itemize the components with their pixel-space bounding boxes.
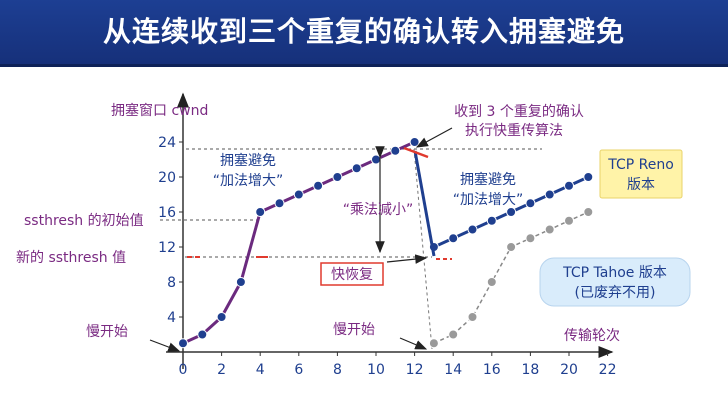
y-tick-label: 8 [167, 275, 176, 291]
slow-start-2-arrow [399, 337, 428, 350]
data-point [274, 198, 285, 209]
reno-drop-line [413, 150, 436, 257]
three-dup-line1: 收到 3 个重复的确认 [454, 103, 584, 120]
data-point [467, 312, 478, 322]
x-tick-label: 8 [333, 362, 342, 378]
slow-start-label-2: 慢开始 [333, 321, 375, 338]
fast-recovery-label: 快恢复 [331, 266, 373, 283]
fast-recovery-arrow [386, 254, 428, 264]
cong-avoid-2-line2: “加法增大” [453, 192, 524, 208]
y-tick-label: 4 [167, 310, 176, 326]
data-point [486, 277, 497, 287]
y-tick-label: 24 [158, 135, 176, 151]
y-axis-label: 拥塞窗口 cwnd [111, 102, 208, 119]
reno-version-line1: TCP Reno [607, 157, 674, 173]
data-point [525, 198, 536, 209]
y-tick-labels: 4 8 12 16 20 24 [158, 135, 183, 326]
x-tick-label: 10 [367, 362, 385, 378]
slow-start-1-arrow [149, 339, 181, 352]
reno-version-line2: 版本 [627, 177, 655, 193]
data-point [428, 338, 439, 349]
series-layer [178, 137, 594, 349]
x-tick-label: 6 [294, 362, 303, 378]
data-point [486, 215, 497, 226]
data-point [235, 277, 246, 287]
x-tick-label: 4 [256, 362, 265, 378]
data-point [448, 233, 459, 244]
y-tick-label: 16 [158, 205, 176, 221]
y-tick-label: 12 [158, 240, 176, 256]
slow-start-label-1: 慢开始 [86, 323, 128, 340]
tahoe-version-line1: TCP Tahoe 版本 [562, 265, 667, 281]
y-tick-label: 20 [158, 170, 176, 186]
x-tick-label: 12 [406, 362, 424, 378]
data-point [409, 137, 420, 147]
cwnd-chart: 拥塞窗口 cwnd 传输轮次 0 2 4 6 8 10 12 14 16 18 20 22 48121… [16, 92, 691, 378]
data-point [178, 338, 188, 349]
data-point [467, 224, 478, 235]
t12-drop-guide [413, 148, 433, 350]
data-point [506, 207, 517, 217]
data-point [255, 207, 266, 217]
data-point [544, 189, 555, 200]
cong-avoid-1-line1: 拥塞避免 [220, 152, 276, 169]
data-point [544, 224, 555, 235]
data-point [197, 329, 208, 340]
x-axis-label: 传输轮次 [564, 328, 620, 344]
data-point [564, 180, 574, 191]
three-dup-arrow [415, 127, 453, 148]
data-point [332, 172, 343, 182]
fast-recovery-box [320, 262, 384, 286]
x-tick-label: 18 [521, 362, 539, 378]
data-point [216, 312, 227, 322]
cong-avoid-2-line1: 拥塞避免 [460, 171, 516, 188]
data-point [313, 180, 324, 191]
reno-version-box [599, 149, 683, 199]
x-tick-label: 2 [217, 362, 226, 378]
data-point [583, 172, 594, 182]
three-dup-line2: 执行快重传算法 [465, 123, 563, 139]
x-tick-labels: 0 2 4 6 8 10 12 14 16 18 20 22 [179, 352, 617, 378]
x-tick-label: 14 [444, 362, 462, 378]
loss-tick-mark [403, 146, 429, 159]
data-point [293, 189, 304, 200]
tahoe-version-line2: (已废弃不用) [575, 285, 656, 301]
data-point [351, 163, 362, 174]
mult-decrease-label: “乘法减小” [343, 202, 414, 218]
x-tick-label: 0 [179, 362, 188, 378]
data-point [564, 215, 574, 226]
data-point [448, 329, 459, 340]
data-point [583, 207, 594, 217]
ssthresh-initial-label: ssthresh 的初始值 [24, 212, 144, 229]
cong-avoid-1-line2: “加法增大” [213, 173, 284, 189]
title-banner [0, 0, 728, 67]
tahoe-version-box [539, 257, 691, 307]
ssthresh-new-label: 新的 ssthresh 值 [16, 250, 126, 266]
data-point [371, 154, 381, 165]
data-point [506, 242, 517, 252]
data-point [390, 145, 401, 156]
data-point [525, 233, 536, 244]
x-tick-label: 22 [599, 362, 617, 378]
slide-title: 从连续收到三个重复的确认转入拥塞避免 [102, 15, 625, 48]
x-tick-label: 16 [483, 362, 501, 378]
x-tick-label: 20 [560, 362, 578, 378]
